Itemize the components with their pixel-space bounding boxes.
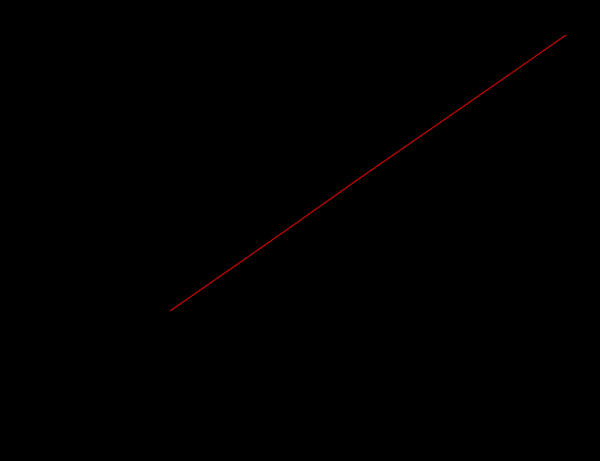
red-line xyxy=(169,34,567,312)
